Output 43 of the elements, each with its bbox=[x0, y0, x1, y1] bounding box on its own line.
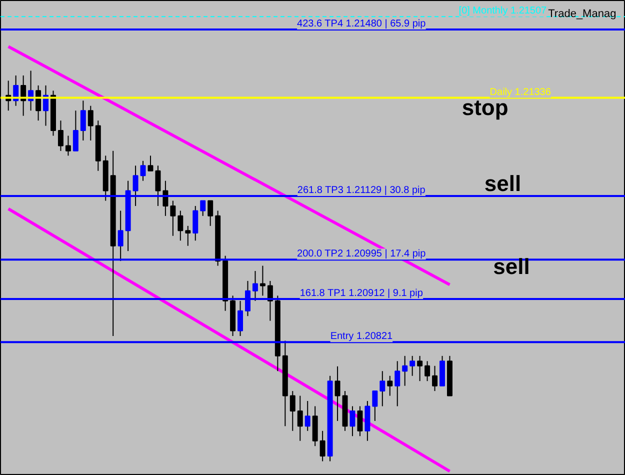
candlestick bbox=[320, 430, 326, 462]
text: Trade_Manag bbox=[548, 8, 616, 20]
candlestick bbox=[394, 360, 400, 407]
candlestick bbox=[410, 355, 416, 376]
candlestick bbox=[290, 390, 296, 432]
candlestick bbox=[185, 225, 191, 246]
ref-line-label: 161.8 TP1 1.20912 | 9.1 pip bbox=[300, 288, 424, 299]
candlestick bbox=[380, 370, 386, 407]
candlestick bbox=[148, 155, 154, 172]
candlestick bbox=[387, 375, 393, 396]
candlestick bbox=[80, 100, 86, 141]
candlestick bbox=[208, 200, 214, 226]
candlestick bbox=[192, 205, 198, 242]
candlestick bbox=[88, 105, 94, 141]
candlestick bbox=[417, 355, 423, 382]
candlestick bbox=[58, 120, 64, 152]
candlestick bbox=[402, 355, 408, 386]
ref-line-label: [0] Monthly 1.21507 bbox=[458, 6, 548, 17]
candlestick bbox=[334, 366, 340, 422]
candlestick bbox=[297, 395, 303, 442]
candlestick bbox=[65, 135, 71, 156]
candlestick bbox=[357, 406, 363, 437]
ref-line-label: 200.0 TP2 1.20995 | 17.4 pip bbox=[297, 248, 426, 260]
candlestick bbox=[200, 200, 206, 216]
candlestick bbox=[372, 390, 378, 422]
candlestick bbox=[170, 200, 176, 236]
candlestick bbox=[140, 160, 146, 182]
candlestick bbox=[432, 365, 438, 392]
candlestick bbox=[72, 110, 78, 152]
ref-line-label: 423.6 TP4 1.21480 | 65.9 pip bbox=[297, 18, 426, 30]
candlestick bbox=[304, 400, 310, 432]
ref-line-label: Daily 1.21336 bbox=[490, 86, 552, 98]
candlestick bbox=[260, 265, 266, 296]
ref-line-label: 261.8 TP3 1.21129 | 30.8 pip bbox=[297, 185, 426, 196]
text: sell bbox=[493, 254, 530, 279]
ref-line-label: Entry 1.20821 bbox=[330, 331, 394, 342]
candlestick bbox=[36, 84, 42, 122]
candlestick bbox=[267, 280, 273, 322]
candlestick bbox=[178, 210, 184, 242]
candlestick bbox=[350, 406, 356, 437]
text: sell bbox=[484, 170, 522, 196]
candlestick bbox=[155, 165, 161, 206]
candlestick bbox=[424, 360, 430, 382]
